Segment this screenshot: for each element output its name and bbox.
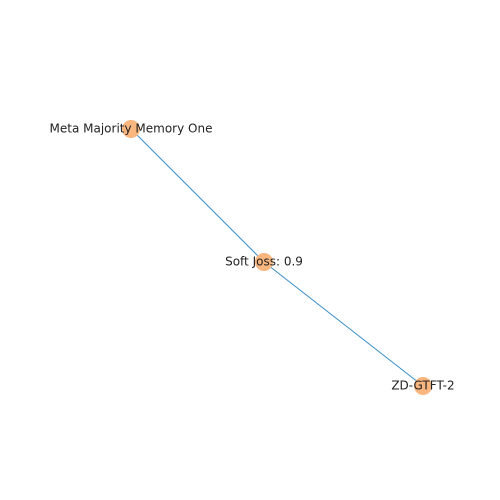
nodes-layer: Meta Majority Memory One Soft Joss: 0.9 … [50, 120, 455, 395]
node-soft[interactable]: Soft Joss: 0.9 [225, 253, 303, 271]
node-mmmo-label: Meta Majority Memory One [50, 122, 213, 136]
edges-layer [130, 128, 424, 387]
node-zd[interactable]: ZD-GTFT-2 [391, 377, 455, 395]
edge-mmmo-soft [130, 128, 265, 263]
node-soft-label: Soft Joss: 0.9 [225, 255, 303, 269]
node-zd-label: ZD-GTFT-2 [391, 379, 454, 393]
node-soft-marker [255, 253, 273, 271]
node-mmmo-marker [122, 120, 140, 138]
node-mmmo[interactable]: Meta Majority Memory One [50, 120, 213, 138]
node-zd-marker [414, 377, 432, 395]
edge-soft-zd [263, 261, 424, 387]
